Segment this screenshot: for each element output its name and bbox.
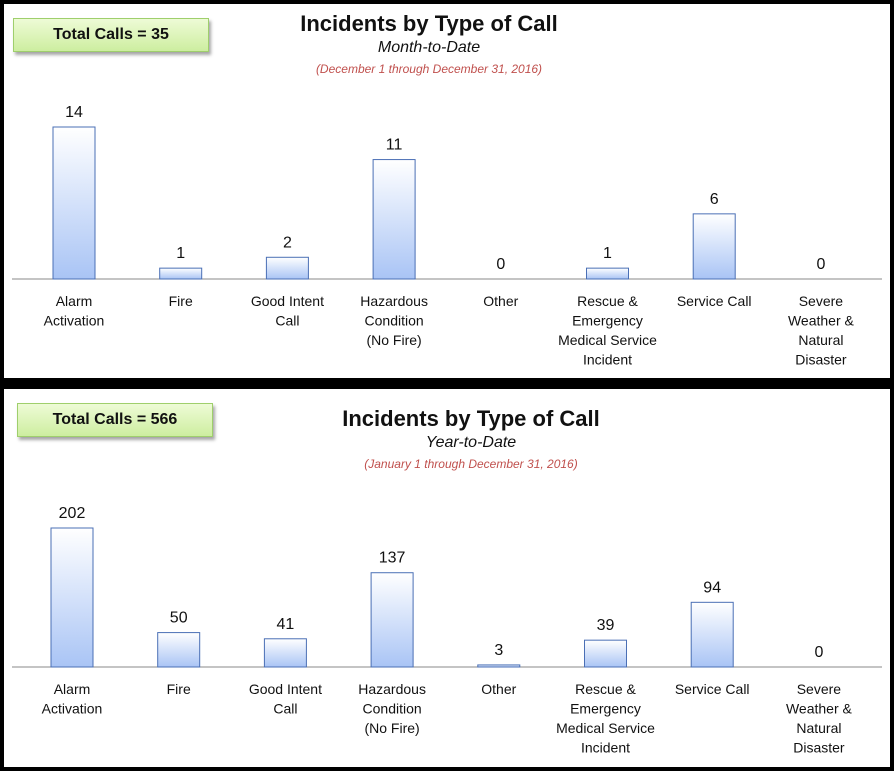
category-label: Alarm Activation bbox=[42, 681, 103, 717]
chart-subtitle: Month-to-Date bbox=[377, 39, 481, 56]
data-label: 0 bbox=[814, 644, 823, 661]
total-calls-badge: Total Calls = 566 bbox=[17, 403, 213, 437]
category-label: Severe Weather & Natural Disaster bbox=[788, 293, 855, 368]
data-label: 50 bbox=[170, 610, 188, 627]
chart-panel-month-to-date: Total Calls = 35 Incidents by Type of Ca… bbox=[4, 4, 890, 378]
category-label: Good Intent Call bbox=[249, 681, 322, 717]
data-label: 2 bbox=[283, 234, 292, 251]
bar bbox=[692, 213, 736, 280]
bar bbox=[370, 572, 414, 668]
category-label: Other bbox=[481, 681, 516, 697]
bar bbox=[584, 639, 627, 668]
category-label: Severe Weather & Natural Disaster bbox=[786, 681, 853, 756]
bar bbox=[477, 664, 521, 668]
data-label: 137 bbox=[379, 550, 406, 567]
category-label: Rescue & Emergency Medical Service Incident bbox=[556, 681, 655, 756]
category-label: Rescue & Emergency Medical Service Incident bbox=[558, 293, 657, 368]
category-label: Good Intent Call bbox=[251, 293, 324, 329]
data-label: 202 bbox=[59, 505, 86, 522]
chart-title: Incidents by Type of Call bbox=[342, 406, 600, 431]
bar bbox=[157, 632, 201, 668]
category-label: Service Call bbox=[675, 681, 750, 697]
category-label: Hazardous Condition (No Fire) bbox=[360, 293, 428, 348]
date-range: (January 1 through December 31, 2016) bbox=[364, 457, 578, 471]
data-label: 0 bbox=[496, 256, 505, 273]
bar bbox=[265, 256, 309, 280]
data-label: 11 bbox=[386, 137, 403, 154]
data-label: 0 bbox=[816, 256, 825, 273]
chart-panel-year-to-date: Total Calls = 566 Incidents by Type of C… bbox=[4, 389, 890, 767]
bar bbox=[159, 267, 203, 280]
bar bbox=[263, 638, 307, 668]
data-label: 1 bbox=[603, 245, 612, 262]
chart-subtitle: Year-to-Date bbox=[425, 434, 517, 451]
category-label: Fire bbox=[169, 293, 193, 309]
date-range: (December 1 through December 31, 2016) bbox=[315, 62, 543, 76]
category-label: Fire bbox=[167, 681, 191, 697]
data-label: 3 bbox=[494, 642, 503, 659]
category-label: Alarm Activation bbox=[44, 293, 105, 329]
category-label: Service Call bbox=[677, 293, 752, 309]
bar bbox=[690, 601, 734, 668]
chart-title: Incidents by Type of Call bbox=[300, 11, 558, 36]
bar bbox=[52, 126, 96, 280]
data-label: 94 bbox=[703, 579, 721, 596]
data-label: 41 bbox=[277, 616, 295, 633]
bar bbox=[372, 159, 416, 280]
category-label: Other bbox=[483, 293, 518, 309]
data-label: 14 bbox=[65, 104, 83, 121]
bar-chart-year-to-date: 202 Alarm Activation 50 Fire 41 Good Intent Cal… bbox=[12, 505, 882, 756]
data-label: 39 bbox=[597, 617, 615, 634]
data-label: 6 bbox=[710, 191, 719, 208]
bar bbox=[50, 527, 94, 668]
total-calls-badge: Total Calls = 35 bbox=[13, 18, 209, 52]
data-label: 1 bbox=[176, 245, 185, 262]
bar bbox=[586, 267, 629, 280]
category-label: Hazardous Condition (No Fire) bbox=[358, 681, 426, 736]
